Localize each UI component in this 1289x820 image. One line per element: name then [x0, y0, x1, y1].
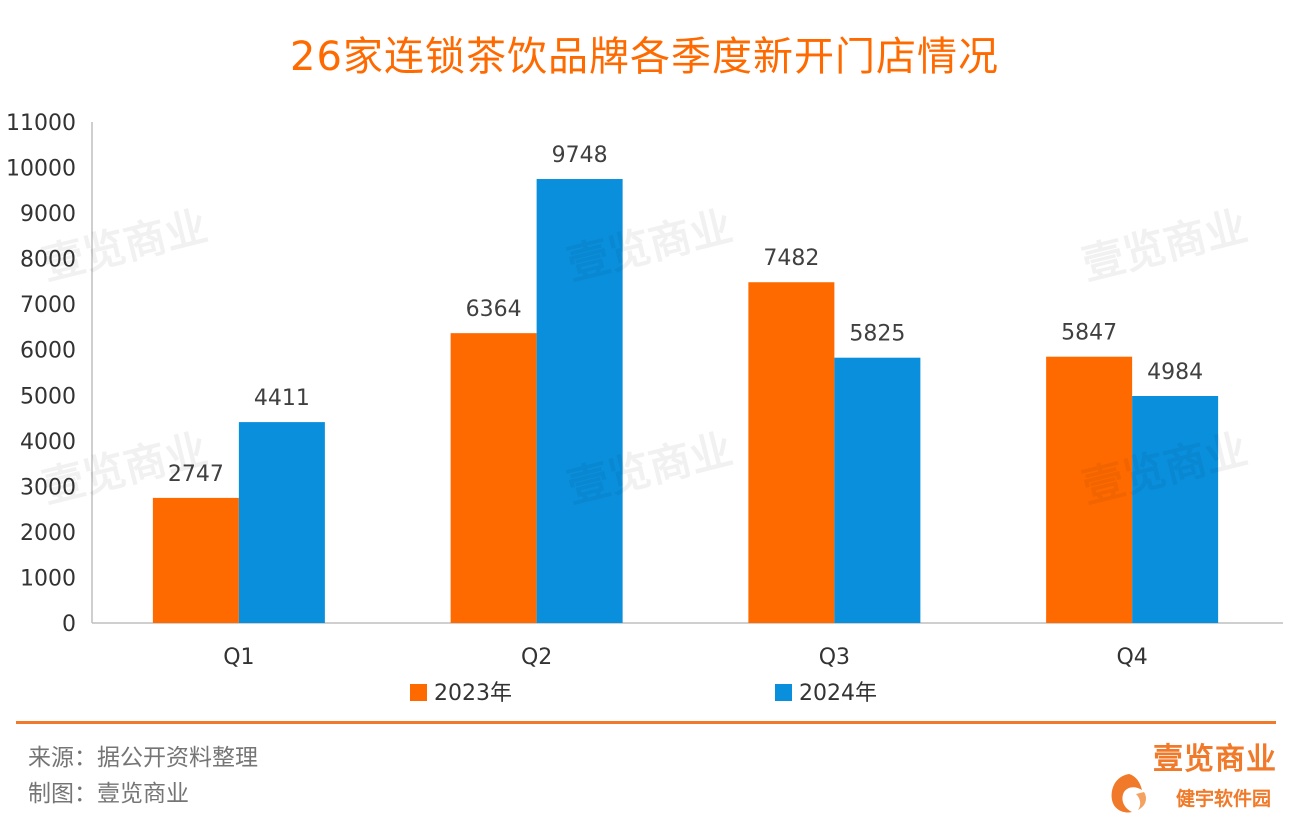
brand-sub-text: 健宇软件园 [1175, 788, 1271, 810]
y-tick-label: 8000 [20, 248, 76, 273]
y-tick-label: 0 [62, 612, 76, 637]
y-tick-label: 9000 [20, 202, 76, 227]
bar-Q1-2024年 [238, 422, 325, 623]
chart-title: 26家连锁茶饮品牌各季度新开门店情况 [290, 34, 999, 80]
author-note: 制图：壹览商业 [28, 781, 189, 807]
bar-Q3-2023年 [748, 282, 835, 623]
y-tick-label: 3000 [20, 475, 76, 500]
data-label: 9748 [552, 143, 608, 168]
fox-logo-icon [1111, 774, 1146, 813]
brand-logo-text: 壹览商业 [1153, 742, 1277, 777]
legend-label: 2024年 [799, 681, 877, 706]
bar-Q4-2024年 [1132, 396, 1219, 623]
x-tick-label: Q3 [819, 645, 850, 670]
y-tick-label: 5000 [20, 384, 76, 409]
data-label: 5825 [849, 322, 905, 347]
data-label: 4411 [254, 386, 310, 411]
bar-Q4-2023年 [1046, 356, 1133, 623]
y-tick-label: 11000 [6, 111, 76, 136]
y-tick-label: 1000 [20, 566, 76, 591]
data-label: 2747 [168, 462, 224, 487]
bar-chart: 0 1000 2000 3000 4000 5000 6000 7000 8000 9000 100… [6, 111, 1283, 706]
legend-swatch-2024年 [775, 684, 792, 701]
source-note: 来源：据公开资料整理 [28, 745, 258, 771]
y-tick-label: 6000 [20, 339, 76, 364]
y-tick-label: 2000 [20, 521, 76, 546]
bar-Q2-2024年 [536, 179, 623, 624]
data-label: 4984 [1147, 360, 1203, 385]
y-tick-label: 4000 [20, 430, 76, 455]
data-label: 7482 [763, 246, 819, 271]
y-tick-label: 10000 [6, 157, 76, 182]
x-tick-label: Q4 [1116, 645, 1147, 670]
x-tick-label: Q1 [223, 645, 254, 670]
data-label: 6364 [466, 297, 522, 322]
legend-swatch-2023年 [410, 684, 427, 701]
legend-label: 2023年 [434, 681, 512, 706]
bar-Q1-2023年 [152, 497, 239, 623]
bar-Q2-2023年 [450, 333, 537, 623]
y-tick-label: 7000 [20, 293, 76, 318]
bar-Q3-2024年 [834, 357, 921, 623]
x-tick-label: Q2 [521, 645, 552, 670]
footer-divider [16, 721, 1276, 724]
data-label: 5847 [1061, 321, 1117, 346]
